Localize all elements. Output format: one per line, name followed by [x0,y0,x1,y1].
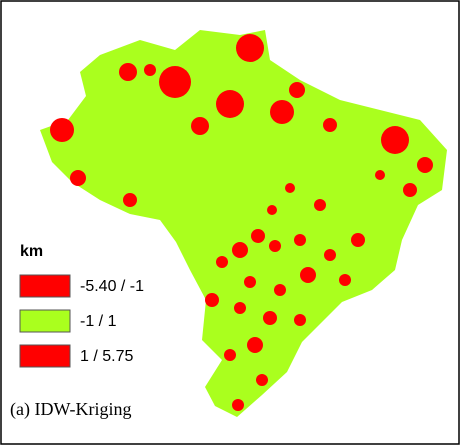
blob [324,249,336,261]
blob [294,314,306,326]
legend-title: km [20,243,43,260]
blob [270,100,294,124]
blob [339,274,351,286]
legend-label: -1 / 1 [80,313,117,330]
anomaly-areas [50,34,433,411]
blob [300,267,316,283]
blob [289,82,305,98]
legend: -5.40 / -1 -1 / 1 1 / 5.75 [19,274,144,368]
blob [205,293,219,307]
blob [417,157,433,173]
blob [234,302,246,314]
blob [403,183,417,197]
blob [285,183,295,193]
blob [269,240,281,252]
map [40,30,447,417]
blob [256,374,268,386]
blob [191,117,209,135]
blob [267,205,277,215]
blob [244,276,256,288]
caption: (a) IDW-Kriging [10,399,131,420]
blob [247,337,263,353]
blob [263,311,277,325]
blob [232,242,248,258]
legend-label: 1 / 5.75 [80,348,133,365]
blob [224,349,236,361]
blob [251,229,265,243]
blob [236,34,264,62]
legend-label: -5.40 / -1 [80,278,144,295]
legend-swatch [19,309,71,333]
blob [144,64,156,76]
blob [159,66,191,98]
country-shape [40,30,447,417]
blob [232,399,244,411]
blob [294,234,306,246]
blob [216,90,244,118]
blob [216,256,228,268]
blob [274,284,286,296]
blob [50,118,74,142]
blob [119,63,137,81]
blob [314,199,326,211]
blob [323,118,337,132]
blob [375,170,385,180]
blob [351,233,365,247]
legend-swatch [19,274,71,298]
blob [123,193,137,207]
legend-swatch [19,344,71,368]
blob [381,126,409,154]
blob [70,170,86,186]
